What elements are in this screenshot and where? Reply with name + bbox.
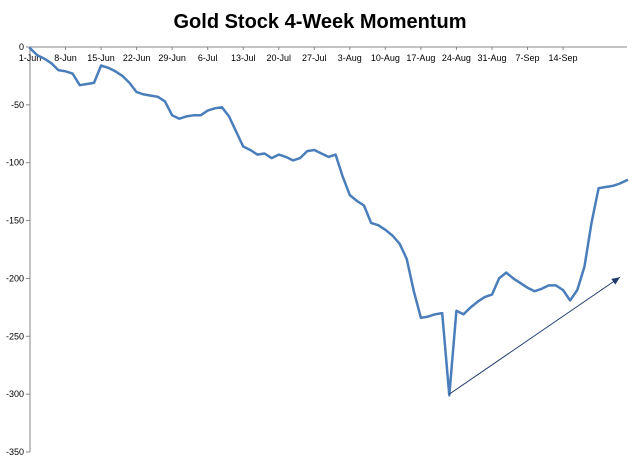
trend-arrow-head (611, 277, 620, 285)
x-tick-label: 14-Sep (549, 53, 578, 63)
x-tick-label: 6-Jul (198, 53, 218, 63)
x-tick-label: 8-Jun (54, 53, 77, 63)
axes (29, 46, 627, 452)
x-tick-label: 20-Jul (266, 53, 291, 63)
annotations-group (449, 276, 621, 395)
y-tick-label: -150 (6, 216, 24, 226)
y-tick-label: -50 (11, 100, 24, 110)
x-tick-label: 31-Aug (477, 53, 506, 63)
x-tick-label: 22-Jun (123, 53, 151, 63)
chart-title: Gold Stock 4-Week Momentum (173, 11, 466, 33)
x-tick-label: 13-Jul (231, 53, 256, 63)
x-tick-label: 15-Jun (87, 53, 115, 63)
y-tick-label: -350 (6, 447, 24, 457)
y-tick-labels: 0 -50 -100 -150 -200 -250 -300 -350 (6, 42, 30, 457)
x-tick-label: 17-Aug (406, 53, 435, 63)
x-tick-label: 1-Jun (19, 53, 42, 63)
y-tick-label: -100 (6, 158, 24, 168)
trend-arrow-line (449, 276, 621, 395)
x-tick-label: 27-Jul (302, 53, 327, 63)
series-line (28, 46, 629, 397)
x-tick-label: 29-Jun (158, 53, 186, 63)
x-tick-label: 3-Aug (338, 53, 362, 63)
y-tick-label: -300 (6, 389, 24, 399)
y-tick-label: -250 (6, 331, 24, 341)
y-tick-label: 0 (19, 42, 24, 52)
y-tick-label: -200 (6, 273, 24, 283)
series-group (28, 46, 629, 397)
x-tick-label: 7-Sep (515, 53, 539, 63)
x-tick-labels: 1-Jun 8-Jun 15-Jun 22-Jun 29-Jun 6-Jul 13-Jul 2… (19, 47, 578, 63)
x-tick-label: 24-Aug (442, 53, 471, 63)
x-tick-label: 10-Aug (371, 53, 400, 63)
